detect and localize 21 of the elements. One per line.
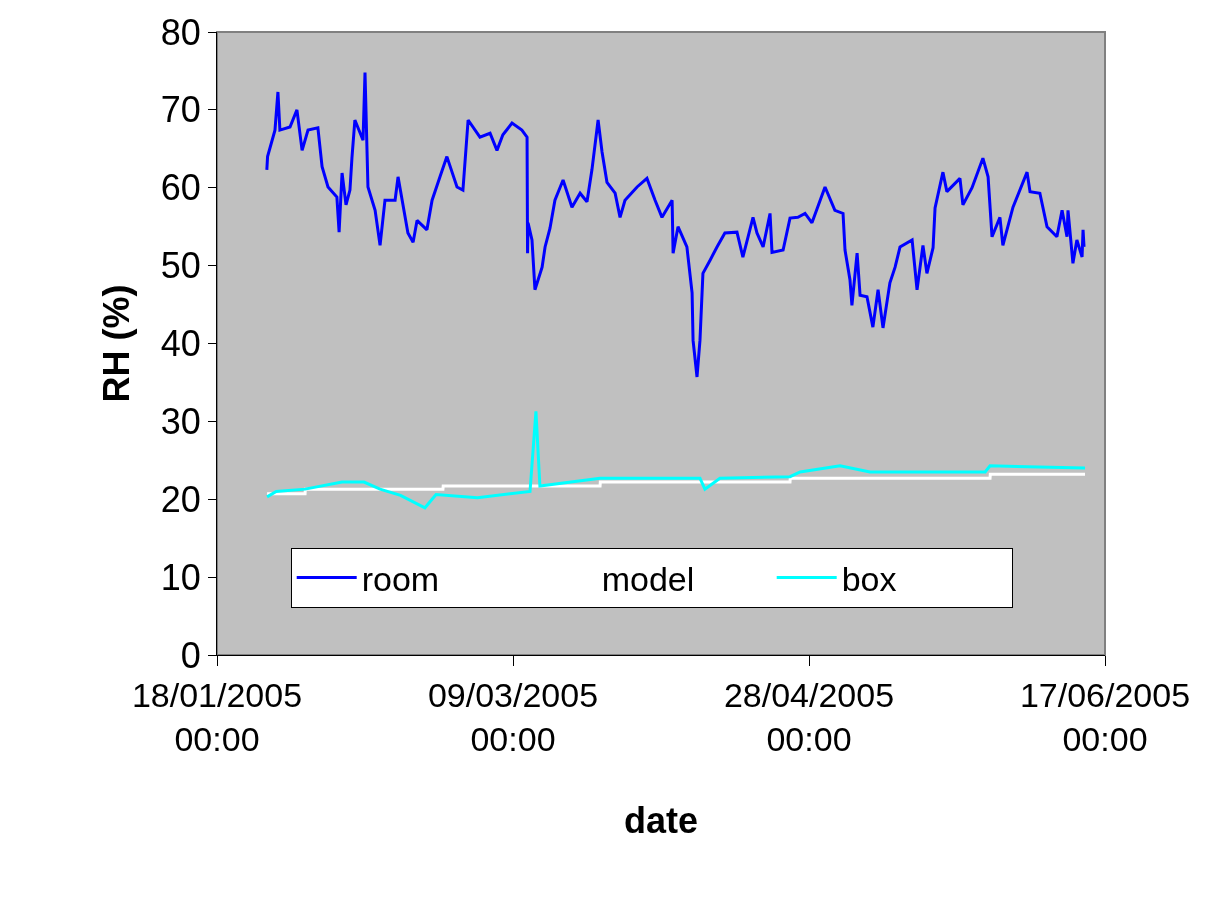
x-tick-label: 28/04/2005 00:00 bbox=[723, 675, 895, 758]
legend-label: box bbox=[841, 559, 897, 598]
x-tick-label: 18/01/2005 00:00 bbox=[131, 675, 303, 758]
x-tick-label: 17/06/2005 00:00 bbox=[1019, 675, 1191, 758]
y-tick-label: 80 bbox=[160, 11, 201, 53]
y-tick-label: 30 bbox=[160, 400, 201, 442]
x-axis-title: date bbox=[623, 799, 699, 841]
line-series bbox=[265, 472, 1087, 496]
y-tick-label: 0 bbox=[180, 634, 201, 676]
y-tick-label: 10 bbox=[160, 556, 201, 598]
y-axis-title: RH (%) bbox=[95, 284, 137, 403]
line-series bbox=[265, 71, 1086, 379]
y-tick-label: 70 bbox=[160, 89, 201, 131]
y-tick-label: 50 bbox=[160, 245, 201, 287]
y-tick-label: 20 bbox=[160, 478, 201, 520]
y-tick-label: 60 bbox=[160, 167, 201, 209]
x-tick-label: 09/03/2005 00:00 bbox=[427, 675, 599, 758]
line-series bbox=[265, 409, 1087, 510]
text: model bbox=[601, 559, 695, 598]
y-tick-label: 40 bbox=[160, 323, 201, 365]
legend-label: room bbox=[361, 559, 440, 598]
